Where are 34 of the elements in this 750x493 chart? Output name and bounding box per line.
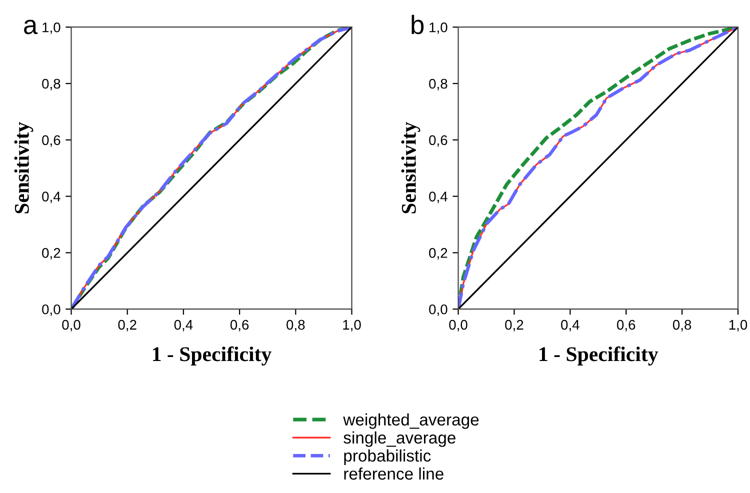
x-tick-label: 0,8 [286, 320, 305, 332]
legend-label: weighted_average [343, 413, 479, 429]
y-tick-label: 0,2 [42, 248, 60, 260]
y-tick-label: 0,0 [429, 304, 448, 316]
y-tick-label: 0,2 [429, 248, 448, 260]
x-tick-label: 0,0 [449, 320, 468, 332]
y-tick-label: 0,0 [42, 304, 60, 316]
x-axis-title: 1 - Specificity [540, 346, 658, 366]
x-tick-label: 1,0 [729, 320, 748, 332]
x-tick-label: 0,2 [505, 320, 524, 332]
x-axis-title: 1 - Specificity [153, 346, 272, 366]
x-tick-label: 0,2 [118, 320, 136, 332]
x-tick-label: 1,0 [343, 320, 361, 332]
chart-title: a [24, 20, 38, 34]
x-tick-label: 0,8 [672, 320, 692, 332]
y-tick-label: 0,8 [42, 78, 60, 90]
y-axis-title: Sensitivity [401, 122, 420, 214]
legend-label: probabilistic [344, 449, 431, 465]
x-tick-label: 0,4 [174, 320, 193, 332]
y-tick-label: 0,4 [429, 192, 448, 204]
y-tick-label: 0,6 [42, 135, 60, 147]
y-tick-label: 0,8 [429, 78, 448, 90]
y-tick-label: 1,0 [42, 22, 60, 34]
x-tick-label: 0,4 [561, 320, 580, 332]
y-axis-title: Sensitivity [14, 122, 34, 214]
y-tick-label: 0,4 [42, 192, 60, 204]
x-tick-label: 0,6 [616, 320, 636, 332]
y-tick-label: 1,0 [430, 22, 448, 34]
legend-label: reference line [344, 467, 444, 480]
legend-label: single_average [344, 431, 456, 447]
y-tick-label: 0,6 [429, 135, 448, 147]
x-tick-label: 0,0 [62, 320, 80, 332]
x-tick-label: 0,6 [230, 320, 249, 332]
chart-title: b [412, 14, 424, 34]
